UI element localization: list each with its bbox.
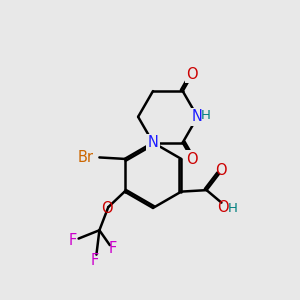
Text: H: H [201,109,211,122]
Text: O: O [101,201,112,216]
Text: N: N [192,109,203,124]
Text: O: O [215,163,226,178]
Text: F: F [91,253,99,268]
Text: Br: Br [78,150,94,165]
Text: O: O [187,152,198,167]
Text: H: H [228,202,238,215]
Text: O: O [187,67,198,82]
Text: F: F [109,241,117,256]
Text: N: N [148,135,158,150]
Text: O: O [217,200,229,214]
Text: F: F [69,232,77,247]
